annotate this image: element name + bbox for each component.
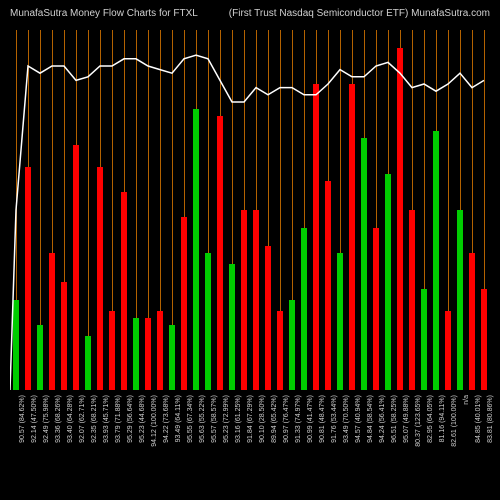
- x-axis-label: 80.37 (123.65%): [415, 395, 422, 447]
- x-axis-label: 93.93 (45.71%): [103, 395, 110, 443]
- x-axis-label: 82.95 (64.05%): [427, 395, 434, 443]
- x-axis-label: 95.23 (44.68%): [139, 395, 146, 443]
- x-axis-label: 95.63 (55.22%): [199, 395, 206, 443]
- chart-container: MunafaSutra Money Flow Charts for FTXL (…: [0, 0, 500, 500]
- x-axis-label: 94.22 (73.68%): [163, 395, 170, 443]
- x-axis-label: 96.51 (58.25%): [391, 395, 398, 443]
- x-axis-label: 81.16 (94.11%): [439, 395, 446, 442]
- x-axis-labels: 90.57 (84.62%) 92.14 (47.50%) 92.49 (75.98…: [10, 395, 490, 495]
- x-axis-label: 94.84 (58.54%): [367, 395, 374, 443]
- x-axis-label: 92.14 (47.50%): [31, 395, 38, 443]
- x-axis-label: 95.07 (49.88%): [403, 395, 410, 443]
- x-axis-label: 92.35 (68.21%): [91, 395, 98, 443]
- x-axis-label: 90.10 (28.50%): [259, 395, 266, 443]
- x-axis-label: 89.94 (65.42%): [271, 395, 278, 443]
- x-axis-label: 92.07 (62.71%): [79, 395, 86, 443]
- x-axis-label: 94.57 (40.94%): [355, 395, 362, 443]
- x-axis-label: 93.36 (68.26%): [55, 395, 62, 443]
- x-axis-label: 93.16 (61.25%): [235, 395, 242, 443]
- x-axis-label: 92.49 (75.98%): [43, 395, 50, 443]
- x-axis-label: 93.40 (64.28%): [67, 395, 74, 443]
- title-left: MunafaSutra Money Flow Charts for FTXL: [10, 8, 198, 19]
- x-axis-label: 82.61 (100.00%): [451, 395, 458, 447]
- x-axis-label: 93.49 (64.11%): [175, 395, 182, 442]
- x-axis-label: 91.33 (74.97%): [295, 395, 302, 443]
- x-axis-label: 91.84 (67.29%): [247, 395, 254, 443]
- x-axis-label: 90.99 (41.47%): [307, 395, 314, 443]
- x-axis-label: 90.57 (84.62%): [19, 395, 26, 443]
- price-line: [10, 30, 490, 390]
- x-axis-label: 94.12 (100.00%): [151, 395, 158, 447]
- x-axis-label: 93.79 (71.88%): [115, 395, 122, 443]
- x-axis-label: n/a: [463, 395, 470, 405]
- title-right: (First Trust Nasdaq Semiconductor ETF) M…: [229, 8, 490, 19]
- x-axis-label: 95.23 (72.99%): [223, 395, 230, 443]
- x-axis-label: 84.85 (40.01%): [475, 395, 482, 443]
- x-axis-label: 95.55 (67.34%): [187, 395, 194, 443]
- price-line-path: [10, 55, 484, 390]
- chart-plot-area: [10, 30, 490, 390]
- x-axis-label: 83.81 (80.86%): [487, 395, 494, 443]
- x-axis-label: 94.24 (56.41%): [379, 395, 386, 443]
- x-axis-label: 93.49 (70.50%): [343, 395, 350, 443]
- x-axis-label: 91.76 (53.44%): [331, 395, 338, 443]
- x-axis-label: 95.29 (56.64%): [127, 395, 134, 443]
- x-axis-label: 95.57 (58.57%): [211, 395, 218, 443]
- x-axis-label: 90.97 (76.47%): [283, 395, 290, 443]
- x-axis-label: 90.81 (48.47%): [319, 395, 326, 443]
